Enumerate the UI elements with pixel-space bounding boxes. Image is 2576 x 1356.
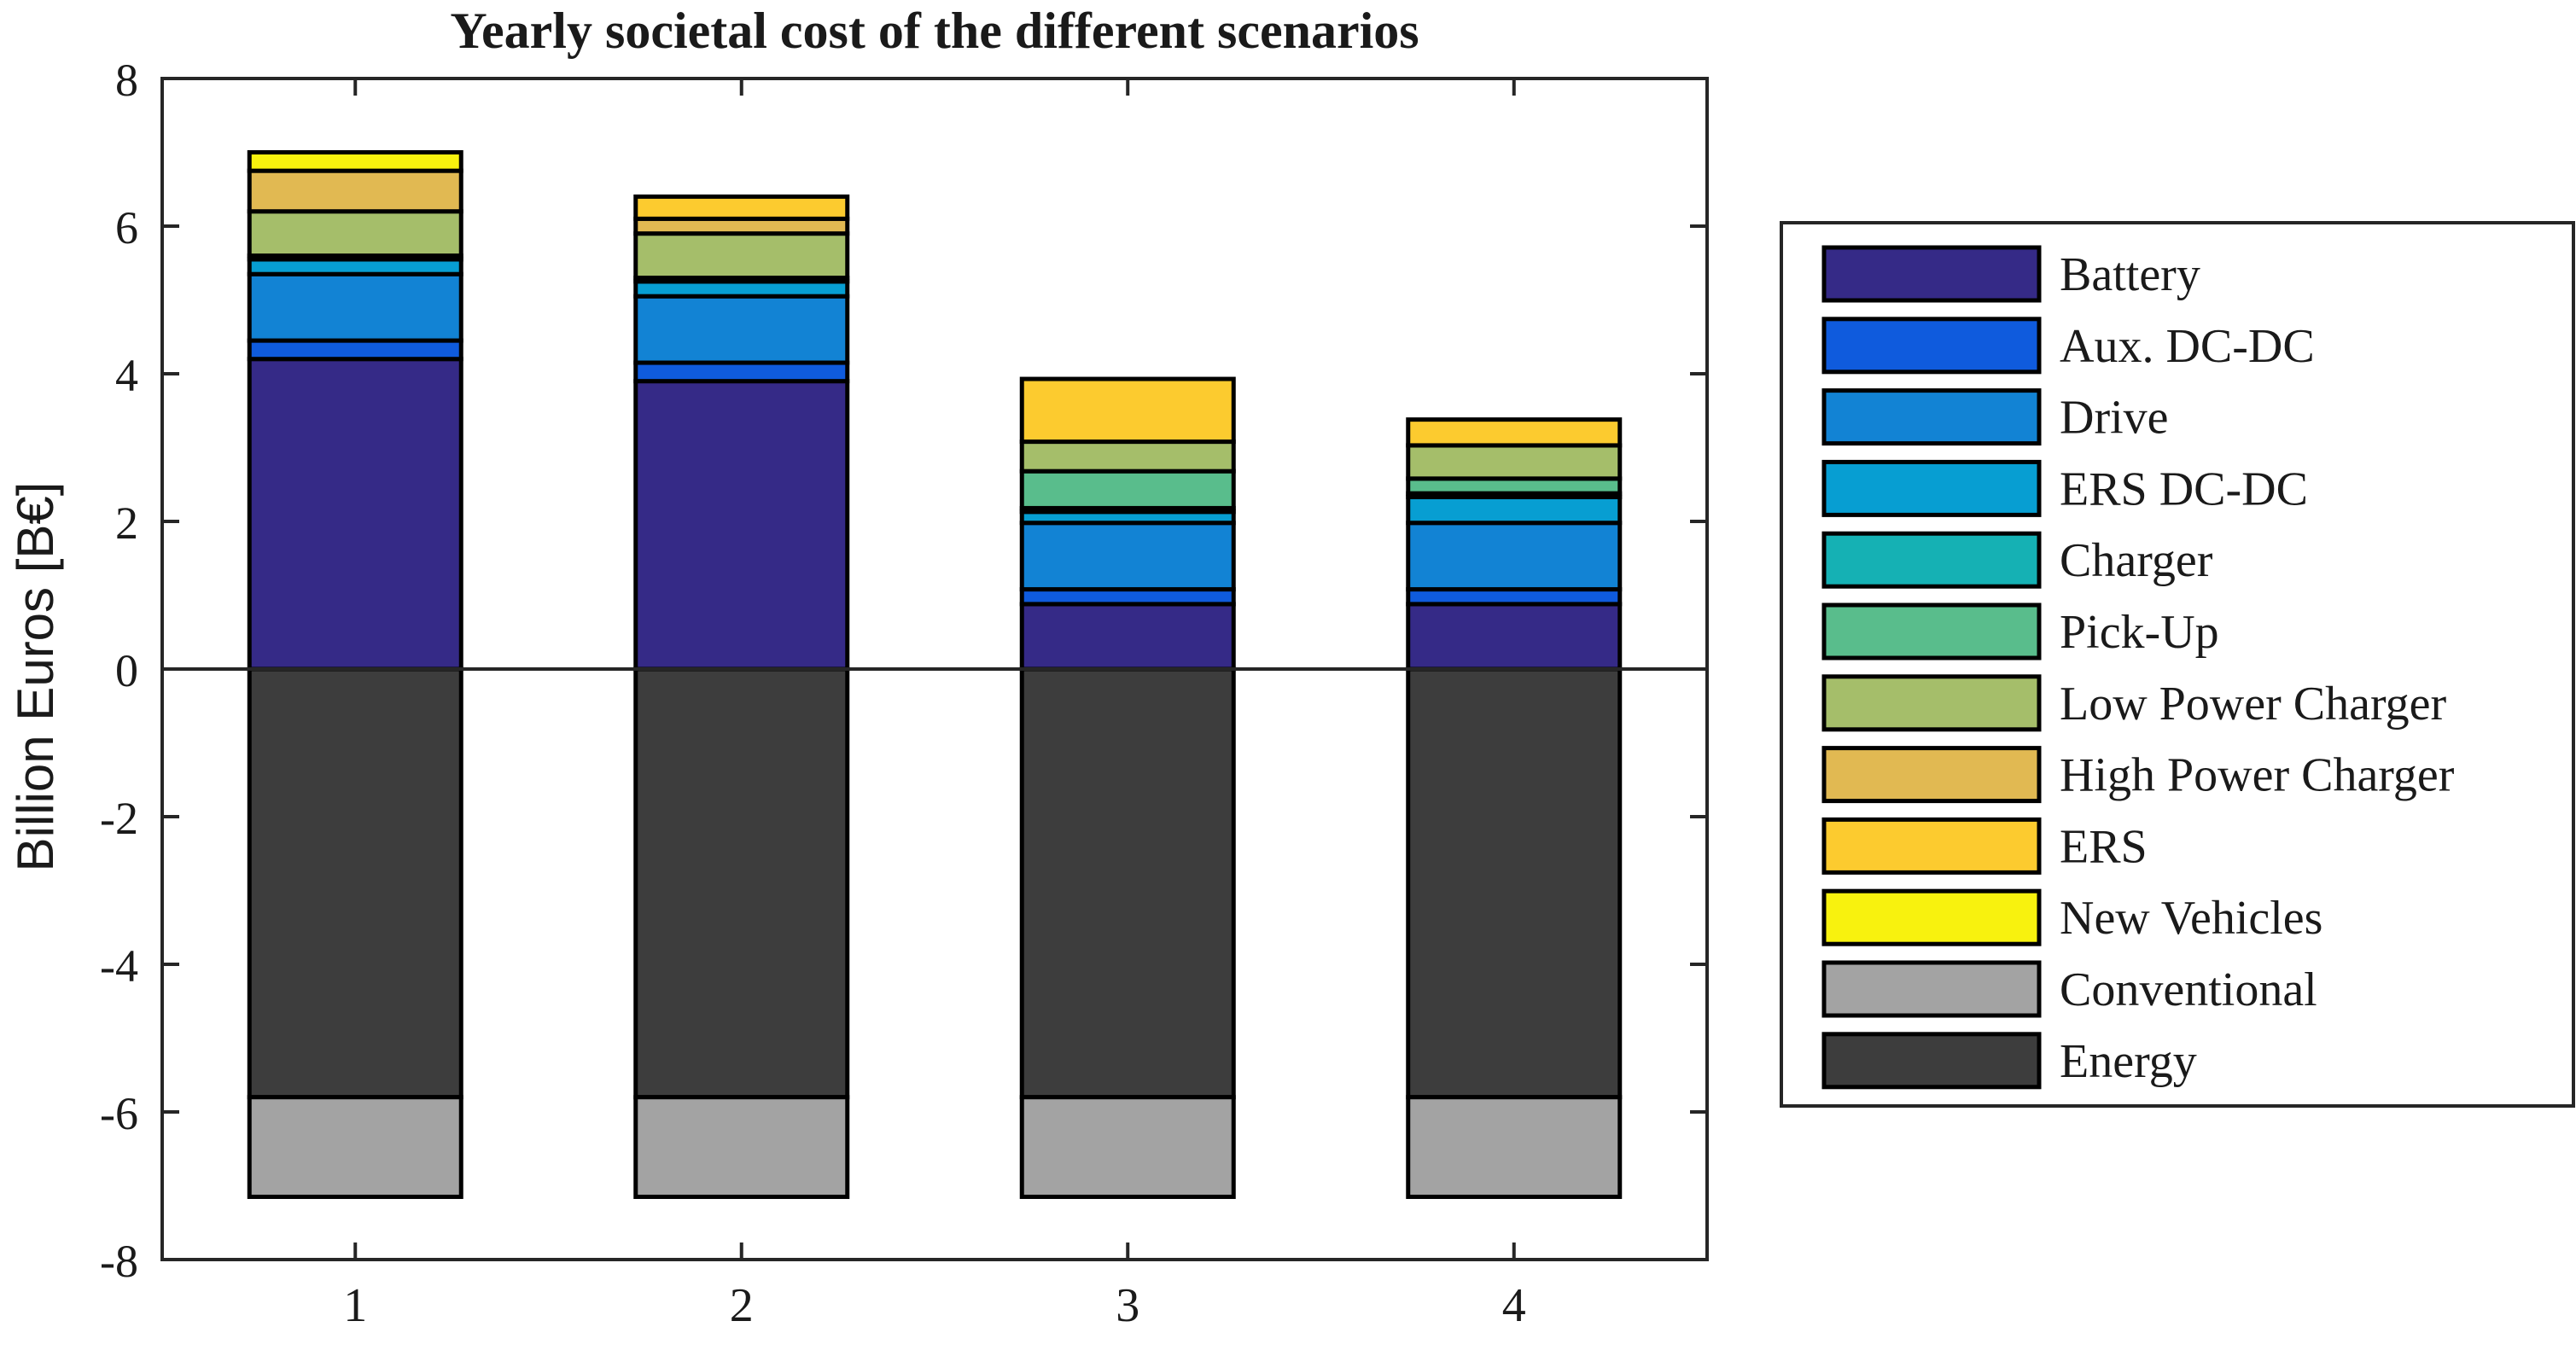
bar-segment-conventional: [247, 1095, 463, 1199]
y-tick-label: 8: [115, 55, 138, 106]
bar-segment-aux-dc-dc: [633, 360, 850, 384]
bar-segment-battery: [1406, 602, 1623, 672]
legend-entry: Aux. DC-DC: [2060, 320, 2315, 373]
y-tick-label: -6: [100, 1088, 138, 1139]
bar-segment-high-power-charger: [247, 168, 463, 214]
bar-segment-low-power-charger: [1406, 443, 1623, 481]
bar-segment-aux-dc-dc: [1019, 587, 1236, 607]
x-tick-label: 2: [730, 1279, 754, 1332]
legend-swatch: [1821, 388, 2042, 446]
bar-segment-ers-dc-dc: [1406, 494, 1623, 526]
y-tick-label: -4: [100, 940, 138, 992]
bar-segment-ers: [1406, 417, 1623, 448]
bar-segment-battery: [247, 357, 463, 672]
bar-segment-conventional: [633, 1095, 850, 1199]
legend-swatch: [1821, 746, 2042, 804]
y-tick-label: 6: [115, 202, 138, 253]
legend-entry: ERS: [2060, 820, 2148, 873]
bar-segment-low-power-charger: [247, 209, 463, 259]
legend-entry: ERS DC-DC: [2060, 463, 2308, 515]
legend-entry: Conventional: [2060, 963, 2317, 1016]
legend-entry: Charger: [2060, 534, 2213, 587]
bar-segment-battery: [633, 379, 850, 672]
bar-segment-ers-dc-dc: [633, 279, 850, 299]
y-tick-label: 0: [115, 645, 138, 696]
y-tick-label: -8: [100, 1236, 138, 1287]
bar-segment-ers: [633, 194, 850, 221]
legend-swatch: [1821, 602, 2042, 661]
bar-segment-pick-up: [1019, 468, 1236, 510]
legend-entry: Low Power Charger: [2060, 678, 2446, 730]
bar-segment-energy: [1019, 666, 1236, 1100]
legend-swatch: [1821, 817, 2042, 875]
bar-segment-conventional: [1019, 1095, 1236, 1199]
bar-segment-drive: [1406, 521, 1623, 592]
bar-segment-pick-up: [1406, 476, 1623, 496]
legend-entry: Pick-Up: [2060, 606, 2219, 659]
bar-segment-drive: [633, 294, 850, 365]
legend-entry: Drive: [2060, 392, 2169, 445]
bar-segment-aux-dc-dc: [1406, 587, 1623, 607]
bar-segment-ers: [1019, 376, 1236, 445]
legend-swatch: [1821, 317, 2042, 375]
chart-title: Yearly societal cost of the different sc…: [450, 3, 1419, 59]
bar-segment-aux-dc-dc: [247, 338, 463, 362]
y-tick-label: 2: [115, 498, 138, 549]
legend-swatch: [1821, 459, 2042, 517]
legend-swatch: [1821, 674, 2042, 732]
x-tick-label: 4: [1502, 1279, 1526, 1332]
legend-swatch: [1821, 531, 2042, 589]
legend-swatch: [1821, 1032, 2042, 1090]
legend-entry: High Power Charger: [2060, 749, 2455, 802]
bar-segment-ers-dc-dc: [247, 257, 463, 276]
bar-segment-new-vehicles: [247, 150, 463, 173]
bar-segment-conventional: [1406, 1095, 1623, 1199]
bar-segment-low-power-charger: [1019, 439, 1236, 474]
plot-area: 8 6 4 2 0 -2 -4 -6 -8 1 2 3 4: [100, 55, 1709, 1332]
legend-swatch: [1821, 888, 2042, 946]
x-tick-label: 3: [1116, 1279, 1139, 1332]
legend-swatch: [1821, 960, 2042, 1018]
bar-segment-energy: [247, 666, 463, 1100]
y-axis-label: Billion Euros [B€]: [7, 482, 64, 872]
y-tick-label: -2: [100, 793, 138, 844]
legend: Battery Aux. DC-DC Drive ERS DC-DC Charger Pi…: [1780, 221, 2575, 1108]
legend-entry: Energy: [2060, 1035, 2197, 1088]
bar-segment-low-power-charger: [633, 231, 850, 281]
bar-segment-drive: [1019, 521, 1236, 592]
bar-segment-energy: [633, 666, 850, 1100]
legend-entry: Battery: [2060, 248, 2200, 301]
bar-segment-drive: [247, 271, 463, 343]
legend-entry: New Vehicles: [2060, 892, 2322, 945]
bar-segment-high-power-charger: [633, 216, 850, 236]
x-tick-label: 1: [343, 1279, 367, 1332]
y-tick-label: 4: [115, 350, 138, 401]
bar-segment-energy: [1406, 666, 1623, 1100]
legend-swatch: [1821, 245, 2042, 303]
bar-segment-battery: [1019, 602, 1236, 672]
